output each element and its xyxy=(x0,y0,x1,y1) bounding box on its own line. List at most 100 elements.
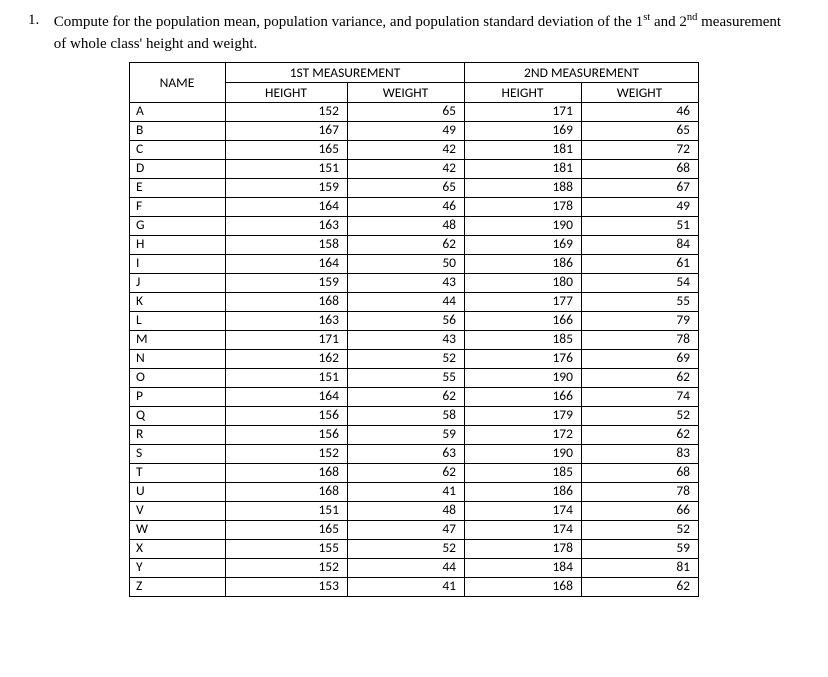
cell-name: R xyxy=(130,425,226,444)
table-row: B1674916965 xyxy=(130,121,699,140)
cell-w1: 65 xyxy=(348,102,465,121)
cell-w1: 52 xyxy=(348,539,465,558)
cell-name: O xyxy=(130,368,226,387)
cell-w1: 48 xyxy=(348,216,465,235)
cell-h2: 180 xyxy=(465,273,582,292)
cell-w2: 59 xyxy=(582,539,699,558)
table-row: Z1534116862 xyxy=(130,577,699,596)
th-w2: WEIGHT xyxy=(582,82,699,102)
cell-name: Y xyxy=(130,558,226,577)
cell-w1: 41 xyxy=(348,482,465,501)
th-group2: 2ND MEASUREMENT xyxy=(465,62,699,82)
cell-h2: 174 xyxy=(465,520,582,539)
cell-h2: 178 xyxy=(465,197,582,216)
cell-w1: 50 xyxy=(348,254,465,273)
cell-w1: 59 xyxy=(348,425,465,444)
cell-h2: 188 xyxy=(465,178,582,197)
table-row: H1586216984 xyxy=(130,235,699,254)
th-w1: WEIGHT xyxy=(348,82,465,102)
cell-h2: 178 xyxy=(465,539,582,558)
cell-h2: 172 xyxy=(465,425,582,444)
cell-name: U xyxy=(130,482,226,501)
table-row: E1596518867 xyxy=(130,178,699,197)
cell-w2: 51 xyxy=(582,216,699,235)
th-group1: 1ST MEASUREMENT xyxy=(226,62,465,82)
cell-h2: 186 xyxy=(465,482,582,501)
cell-name: L xyxy=(130,311,226,330)
cell-h1: 167 xyxy=(226,121,348,140)
cell-name: N xyxy=(130,349,226,368)
cell-h1: 155 xyxy=(226,539,348,558)
cell-h2: 190 xyxy=(465,368,582,387)
cell-w2: 55 xyxy=(582,292,699,311)
cell-w1: 63 xyxy=(348,444,465,463)
cell-h1: 164 xyxy=(226,254,348,273)
question-number: 1. xyxy=(28,10,50,32)
cell-name: M xyxy=(130,330,226,349)
cell-h2: 185 xyxy=(465,330,582,349)
cell-w2: 49 xyxy=(582,197,699,216)
table-row: J1594318054 xyxy=(130,273,699,292)
cell-h1: 162 xyxy=(226,349,348,368)
cell-name: H xyxy=(130,235,226,254)
cell-h1: 152 xyxy=(226,444,348,463)
table-row: I1645018661 xyxy=(130,254,699,273)
sup-2nd: nd xyxy=(687,12,698,23)
cell-w2: 83 xyxy=(582,444,699,463)
cell-name: V xyxy=(130,501,226,520)
table-row: C1654218172 xyxy=(130,140,699,159)
cell-w1: 62 xyxy=(348,387,465,406)
cell-w2: 68 xyxy=(582,463,699,482)
table-row: O1515519062 xyxy=(130,368,699,387)
cell-w2: 84 xyxy=(582,235,699,254)
cell-h1: 171 xyxy=(226,330,348,349)
cell-h1: 168 xyxy=(226,463,348,482)
table-row: X1555217859 xyxy=(130,539,699,558)
cell-w1: 42 xyxy=(348,140,465,159)
cell-w2: 74 xyxy=(582,387,699,406)
th-h2: HEIGHT xyxy=(465,82,582,102)
q-part2: and 2 xyxy=(650,14,687,30)
cell-name: C xyxy=(130,140,226,159)
cell-w2: 61 xyxy=(582,254,699,273)
table-row: Y1524418481 xyxy=(130,558,699,577)
cell-name: S xyxy=(130,444,226,463)
cell-name: I xyxy=(130,254,226,273)
cell-w1: 52 xyxy=(348,349,465,368)
cell-name: P xyxy=(130,387,226,406)
cell-h1: 164 xyxy=(226,197,348,216)
cell-w1: 62 xyxy=(348,463,465,482)
cell-name: X xyxy=(130,539,226,558)
cell-h2: 177 xyxy=(465,292,582,311)
cell-w2: 81 xyxy=(582,558,699,577)
cell-h2: 179 xyxy=(465,406,582,425)
cell-name: B xyxy=(130,121,226,140)
cell-w1: 43 xyxy=(348,330,465,349)
measurement-table: NAME 1ST MEASUREMENT 2ND MEASUREMENT HEI… xyxy=(129,62,699,597)
cell-w1: 58 xyxy=(348,406,465,425)
cell-w1: 41 xyxy=(348,577,465,596)
cell-w2: 54 xyxy=(582,273,699,292)
table-row: R1565917262 xyxy=(130,425,699,444)
cell-h1: 159 xyxy=(226,178,348,197)
question-text: 1. Compute for the population mean, popu… xyxy=(28,10,800,56)
table-row: F1644617849 xyxy=(130,197,699,216)
cell-h2: 181 xyxy=(465,140,582,159)
table-row: Q1565817952 xyxy=(130,406,699,425)
table-row: G1634819051 xyxy=(130,216,699,235)
cell-w2: 46 xyxy=(582,102,699,121)
cell-w1: 43 xyxy=(348,273,465,292)
cell-w2: 62 xyxy=(582,577,699,596)
table-row: P1646216674 xyxy=(130,387,699,406)
table-row: K1684417755 xyxy=(130,292,699,311)
cell-h2: 169 xyxy=(465,235,582,254)
cell-h1: 151 xyxy=(226,159,348,178)
cell-w2: 66 xyxy=(582,501,699,520)
cell-name: E xyxy=(130,178,226,197)
cell-h2: 190 xyxy=(465,216,582,235)
cell-w1: 65 xyxy=(348,178,465,197)
cell-w1: 44 xyxy=(348,558,465,577)
cell-h1: 151 xyxy=(226,368,348,387)
cell-h2: 190 xyxy=(465,444,582,463)
cell-h2: 168 xyxy=(465,577,582,596)
